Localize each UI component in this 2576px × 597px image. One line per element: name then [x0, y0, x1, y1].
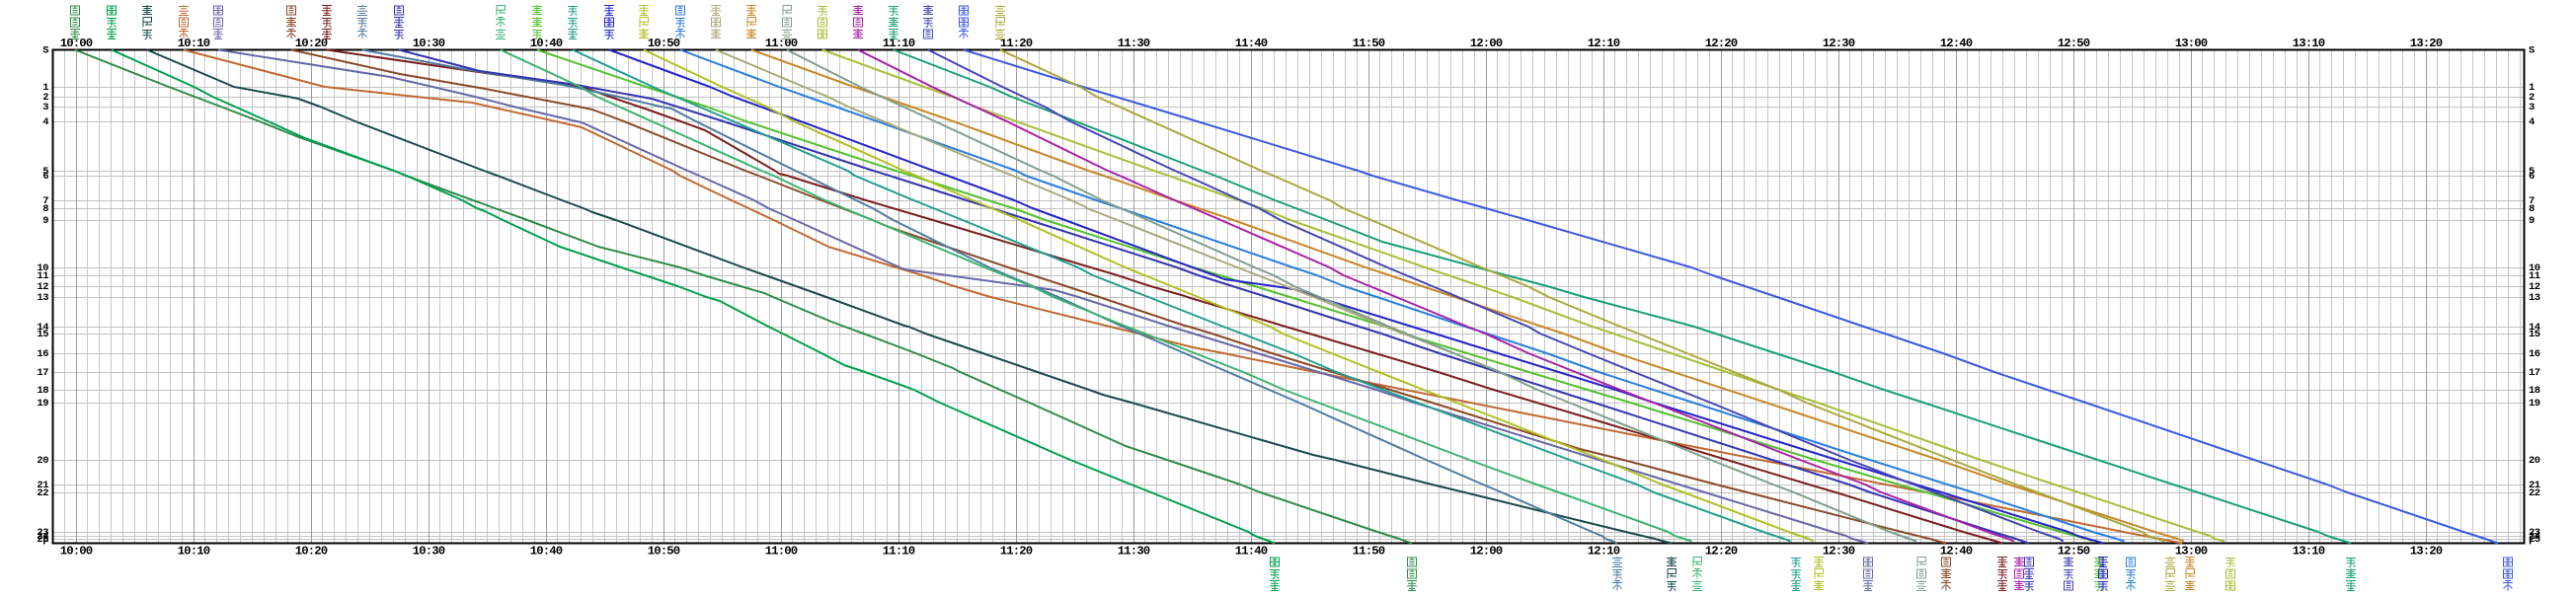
svg-text:F: F: [42, 537, 48, 549]
svg-text:17: 17: [2529, 367, 2540, 379]
svg-text:18: 18: [2529, 385, 2540, 397]
svg-text:12:40: 12:40: [1940, 37, 1973, 50]
svg-text:21: 21: [2529, 480, 2540, 491]
svg-text:12:30: 12:30: [1823, 37, 1855, 50]
svg-text:15: 15: [2529, 329, 2540, 340]
svg-text:13:00: 13:00: [2175, 37, 2208, 50]
svg-text:8: 8: [2529, 203, 2535, 215]
svg-text:23: 23: [2529, 527, 2540, 539]
svg-text:12:50: 12:50: [2058, 37, 2090, 50]
svg-text:11:30: 11:30: [1118, 37, 1150, 50]
svg-text:4: 4: [2529, 116, 2535, 128]
svg-text:11:40: 11:40: [1235, 37, 1268, 50]
svg-text:3: 3: [2529, 102, 2535, 113]
svg-text:24: 24: [37, 531, 48, 543]
svg-text:10:40: 10:40: [530, 545, 563, 559]
svg-text:10:20: 10:20: [295, 37, 328, 50]
svg-text:7: 7: [42, 195, 48, 207]
svg-text:10:00: 10:00: [60, 37, 93, 50]
svg-text:13:20: 13:20: [2410, 37, 2443, 50]
svg-text:12:50: 12:50: [2058, 545, 2090, 559]
svg-text:10:20: 10:20: [295, 545, 328, 559]
svg-text:S: S: [42, 45, 48, 57]
svg-text:13:20: 13:20: [2410, 545, 2443, 559]
svg-text:17: 17: [37, 367, 48, 379]
svg-text:20: 20: [2529, 455, 2540, 467]
svg-text:14: 14: [2529, 322, 2540, 334]
svg-text:9: 9: [42, 215, 48, 227]
svg-text:5: 5: [42, 166, 48, 178]
svg-text:12:10: 12:10: [1588, 545, 1620, 559]
svg-text:11:10: 11:10: [883, 545, 915, 559]
svg-text:8: 8: [42, 203, 48, 215]
svg-text:12: 12: [2529, 281, 2540, 293]
svg-text:11: 11: [2529, 270, 2540, 282]
svg-text:19: 19: [37, 398, 48, 410]
svg-text:7: 7: [2529, 195, 2535, 207]
svg-text:6: 6: [2529, 171, 2535, 183]
svg-text:10:40: 10:40: [530, 37, 563, 50]
svg-text:2: 2: [2529, 92, 2535, 104]
svg-text:11:20: 11:20: [1000, 545, 1033, 559]
svg-text:15: 15: [37, 329, 48, 340]
svg-text:13:10: 13:10: [2293, 37, 2325, 50]
svg-text:10:30: 10:30: [413, 37, 445, 50]
svg-text:10:50: 10:50: [648, 37, 680, 50]
svg-text:11:00: 11:00: [765, 545, 798, 559]
svg-text:20: 20: [37, 455, 48, 467]
svg-text:11:10: 11:10: [883, 37, 915, 50]
svg-text:5: 5: [2529, 166, 2535, 178]
svg-text:25: 25: [37, 534, 48, 546]
svg-text:14: 14: [37, 322, 48, 334]
svg-text:11:50: 11:50: [1353, 545, 1385, 559]
svg-text:16: 16: [2529, 348, 2540, 360]
svg-text:F: F: [2529, 537, 2535, 549]
svg-text:22: 22: [2529, 487, 2540, 499]
svg-text:10:10: 10:10: [178, 37, 210, 50]
svg-text:25: 25: [2529, 534, 2540, 546]
svg-text:10:10: 10:10: [178, 545, 210, 559]
svg-text:24: 24: [2529, 531, 2540, 543]
svg-text:12:20: 12:20: [1705, 545, 1738, 559]
svg-text:23: 23: [37, 527, 48, 539]
svg-text:3: 3: [42, 102, 48, 113]
svg-text:1: 1: [2529, 82, 2535, 94]
svg-text:10:30: 10:30: [413, 545, 445, 559]
svg-text:12:00: 12:00: [1470, 545, 1503, 559]
svg-text:2: 2: [42, 92, 48, 104]
svg-text:10:00: 10:00: [60, 545, 93, 559]
svg-text:13:00: 13:00: [2175, 545, 2208, 559]
svg-text:11:50: 11:50: [1353, 37, 1385, 50]
svg-text:9: 9: [2529, 215, 2535, 227]
svg-text:22: 22: [37, 487, 48, 499]
svg-text:12:00: 12:00: [1470, 37, 1503, 50]
svg-text:13: 13: [2529, 292, 2540, 304]
svg-text:13:10: 13:10: [2293, 545, 2325, 559]
svg-text:S: S: [2529, 45, 2535, 57]
svg-text:11:40: 11:40: [1235, 545, 1268, 559]
svg-text:12:30: 12:30: [1823, 545, 1855, 559]
svg-text:12: 12: [37, 281, 48, 293]
svg-text:1: 1: [42, 82, 48, 94]
svg-text:21: 21: [37, 480, 48, 491]
svg-text:10:50: 10:50: [648, 545, 680, 559]
svg-text:12:40: 12:40: [1940, 545, 1973, 559]
svg-text:4: 4: [42, 116, 48, 128]
svg-text:16: 16: [37, 348, 48, 360]
svg-text:6: 6: [42, 171, 48, 183]
svg-text:11:00: 11:00: [765, 37, 798, 50]
svg-text:10: 10: [2529, 262, 2540, 274]
svg-text:11: 11: [37, 270, 48, 282]
svg-text:13: 13: [37, 292, 48, 304]
svg-text:11:30: 11:30: [1118, 545, 1150, 559]
svg-text:12:20: 12:20: [1705, 37, 1738, 50]
svg-text:18: 18: [37, 385, 48, 397]
svg-text:19: 19: [2529, 398, 2540, 410]
svg-text:11:20: 11:20: [1000, 37, 1033, 50]
svg-text:12:10: 12:10: [1588, 37, 1620, 50]
svg-text:10: 10: [37, 262, 48, 274]
